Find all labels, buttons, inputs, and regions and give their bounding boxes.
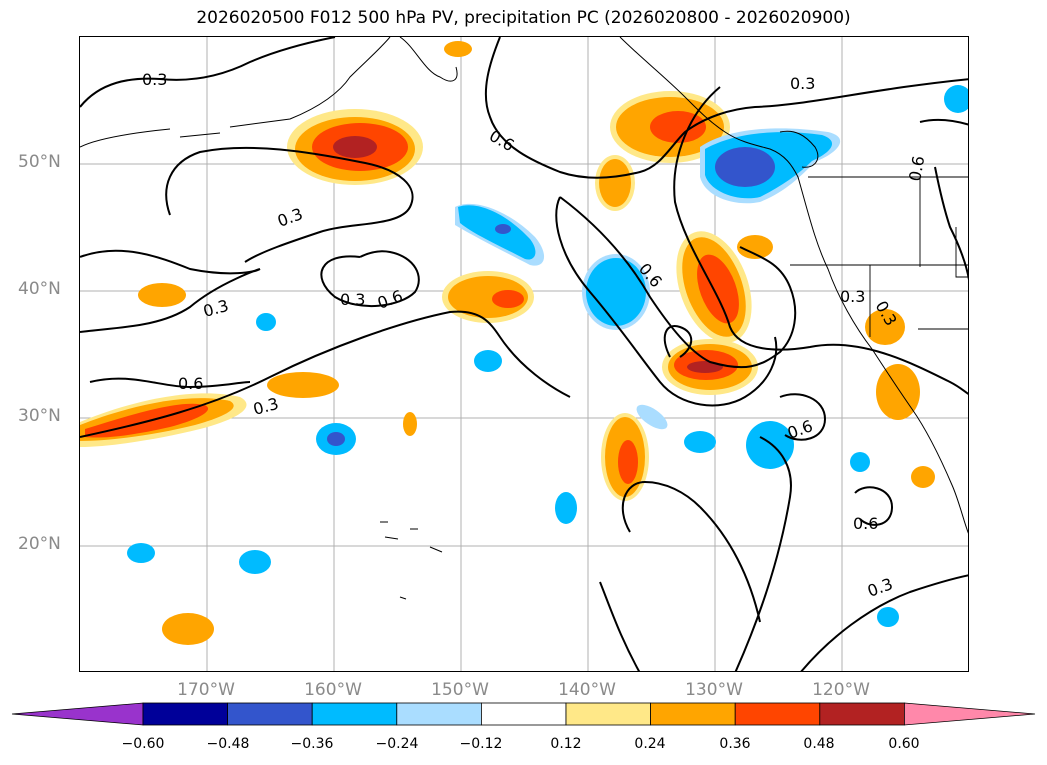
contour-label: 0.3 xyxy=(865,574,895,601)
precip-blob xyxy=(239,550,271,574)
contour-label: 0.3 xyxy=(251,394,281,419)
colorbar-tick-label: −0.12 xyxy=(459,736,503,752)
precip-blob xyxy=(162,613,214,645)
colorbar-segment xyxy=(650,702,736,726)
colorbar-tick-label: −0.24 xyxy=(375,736,419,752)
colorbar-segment xyxy=(819,702,905,726)
contour-label: 0.3 xyxy=(840,287,865,306)
pv-contours xyxy=(80,37,968,671)
precip-blob xyxy=(865,309,905,345)
colorbar-tick-label: 0.36 xyxy=(719,736,751,752)
lat-label-30n: 30°N xyxy=(18,406,61,426)
colorbar-segment xyxy=(480,702,567,726)
colorbar-tick-label: −0.48 xyxy=(206,736,250,752)
colorbar-tick-label: −0.60 xyxy=(121,736,165,752)
contour-label: 0.3 xyxy=(201,296,231,321)
colorbar-extend-max xyxy=(904,702,1036,726)
precip-blob xyxy=(492,290,524,308)
political-boundaries xyxy=(790,176,968,337)
map-frame: 0.3 0.6 0.3 0.6 0.3 0.6 0.3 0.6 0.6 0.3 … xyxy=(79,36,969,672)
precip-blob xyxy=(618,440,638,484)
colorbar-segment xyxy=(311,702,398,726)
precip-blob xyxy=(495,224,511,234)
precip-blob xyxy=(474,350,502,372)
lon-label-140w: 140°W xyxy=(558,680,616,700)
contour-label: 0.3 xyxy=(790,74,815,93)
contour-label: 0.6 xyxy=(178,374,203,393)
precip-blob xyxy=(333,136,377,158)
lon-label-120w: 120°W xyxy=(812,680,870,700)
contour-label: 0.3 xyxy=(275,204,305,231)
colorbar-segment xyxy=(227,702,313,726)
precip-blob xyxy=(877,607,899,627)
precip-blob xyxy=(650,111,706,143)
colorbar-segment xyxy=(734,702,821,726)
lon-label-160w: 160°W xyxy=(304,680,362,700)
colorbar-tick-label: 0.60 xyxy=(888,736,920,752)
lon-label-150w: 150°W xyxy=(431,680,489,700)
contour-label: 0.6 xyxy=(375,286,405,313)
lat-label-40n: 40°N xyxy=(18,279,61,299)
precip-blob xyxy=(911,466,935,488)
precip-blob xyxy=(944,85,968,113)
coastlines xyxy=(80,37,968,600)
contour-label: 0.3 xyxy=(142,70,167,89)
colorbar-tick-label: −0.36 xyxy=(290,736,334,752)
precip-blob xyxy=(256,313,276,331)
precip-blob xyxy=(850,452,870,472)
lon-label-130w: 130°W xyxy=(685,680,743,700)
contour-label: 0.6 xyxy=(905,154,928,182)
map-canvas: 0.3 0.6 0.3 0.6 0.3 0.6 0.3 0.6 0.6 0.3 … xyxy=(80,37,968,671)
colorbar-tick-label: 0.48 xyxy=(803,736,835,752)
colorbar-extend-min xyxy=(11,702,144,726)
precip-blob xyxy=(697,254,739,324)
colorbar-segment xyxy=(396,702,482,726)
gridlines xyxy=(80,37,968,671)
colorbar-tick-label: 0.24 xyxy=(634,736,666,752)
lon-label-170w: 170°W xyxy=(177,680,235,700)
precip-blob xyxy=(555,492,577,524)
precip-blob xyxy=(444,41,472,57)
precip-blob xyxy=(403,412,417,436)
precip-blob xyxy=(458,205,536,260)
contour-label: 0.3 xyxy=(340,290,365,309)
precip-blob xyxy=(138,283,186,307)
colorbar-segment xyxy=(142,702,228,726)
precip-blob xyxy=(636,404,668,430)
precip-blob xyxy=(599,159,631,207)
contour-label: 0.6 xyxy=(853,514,878,533)
lat-label-20n: 20°N xyxy=(18,534,61,554)
precip-blob xyxy=(715,147,775,187)
precip-blob xyxy=(687,361,723,373)
precip-blob xyxy=(876,364,920,420)
contour-label: 0.6 xyxy=(486,126,518,155)
colorbar-segment xyxy=(565,702,651,726)
precip-blob xyxy=(684,431,716,453)
colorbar-tick-label: 0.12 xyxy=(550,736,582,752)
precip-blob xyxy=(586,258,646,326)
map-title: 2026020500 F012 500 hPa PV, precipitatio… xyxy=(196,8,851,28)
precip-negative-areas xyxy=(127,85,968,627)
precip-blob xyxy=(127,543,155,563)
colorbar-segments xyxy=(11,702,1036,726)
precip-blob xyxy=(737,235,773,259)
precip-blob xyxy=(267,372,339,398)
precip-blob xyxy=(327,432,345,446)
colorbar xyxy=(11,702,1036,726)
lat-label-50n: 50°N xyxy=(18,152,61,172)
